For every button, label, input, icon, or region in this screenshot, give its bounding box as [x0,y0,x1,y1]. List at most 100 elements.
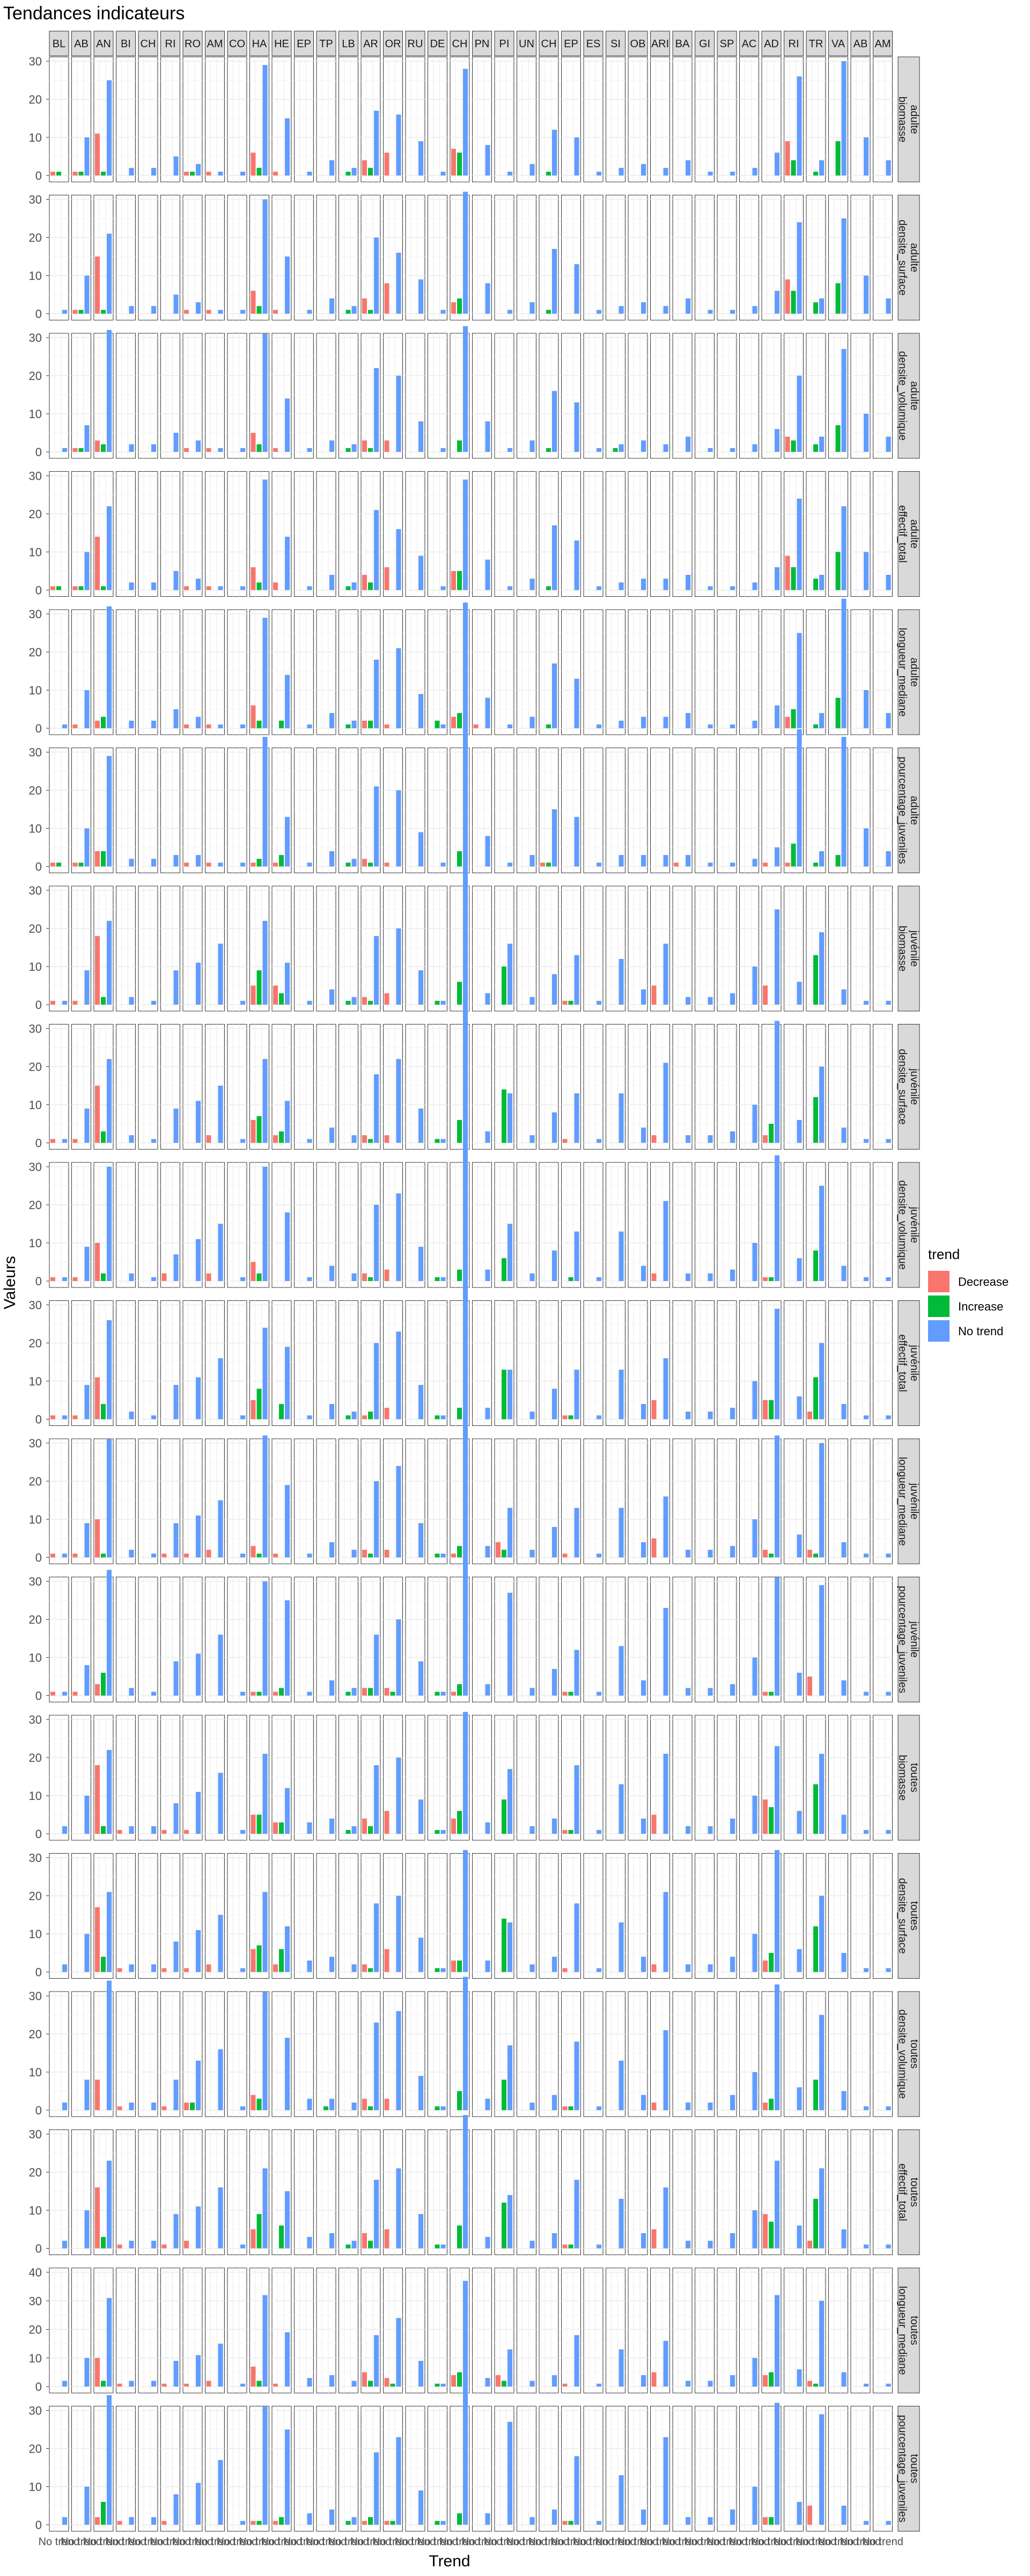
facet-panel [271,609,292,735]
facet-column-label: HE [274,38,289,50]
facet-panel [49,1300,69,1426]
panel-background [606,333,626,459]
panel-background [672,1024,693,1150]
facet-column-label: LB [342,38,355,50]
panel-background [428,471,447,597]
bar-no-trend [529,440,535,452]
bar-no-trend [775,909,779,1005]
bar-decrease [95,936,100,1005]
facet-panel [160,195,180,320]
bar-increase [256,582,262,590]
facet-panel [93,885,114,1012]
facet-row-stage: adulte [908,381,920,411]
bar-increase [568,1277,573,1281]
facet-panel [383,333,403,459]
facet-row-indicator: biomasse [896,926,908,972]
panel-background [717,885,737,1012]
y-tick-label: 0 [35,860,42,874]
facet-panel [360,195,381,320]
bar-no-trend [285,817,290,867]
bar-no-trend [463,326,468,452]
bar-decrease [72,724,78,728]
bar-no-trend [374,660,379,728]
bar-no-trend [418,141,423,175]
bar-no-trend [151,720,156,728]
facet-panel [294,1024,314,1150]
bar-no-trend [218,862,223,867]
bar-decrease [50,1000,55,1005]
bar-decrease [785,141,790,175]
panel-background [227,195,247,320]
bar-decrease [251,152,256,175]
panel-background [294,195,314,320]
bar-no-trend [485,836,490,867]
bar-no-trend [329,1128,334,1143]
facet-panel [717,748,737,873]
y-tick-label: 20 [29,1060,42,1074]
panel-background [672,748,693,873]
facet-panel [116,609,136,735]
facet-panel [561,1162,581,1288]
bar-no-trend [797,729,802,867]
bar-decrease [251,1262,256,1281]
bar-no-trend [597,171,601,175]
bar-no-trend [440,448,446,452]
bar-no-trend [329,160,334,175]
facet-panel [539,195,559,320]
bar-increase [835,855,841,867]
panel-background [695,333,715,459]
bar-no-trend [240,1277,245,1281]
facet-strip-top [828,31,848,56]
facet-strip-top [182,31,203,56]
bar-no-trend [507,586,512,590]
bar-no-trend [262,65,268,175]
panel-background [49,748,69,873]
bar-increase [546,171,551,175]
facet-panel [806,56,826,182]
bar-no-trend [218,943,223,1005]
bar-no-trend [196,1377,201,1419]
facet-panel [606,885,626,1012]
facet-column-label: AN [96,38,111,50]
y-tick-label: 0 [35,445,42,459]
facet-column-label: OR [385,38,401,50]
bar-increase [791,160,796,175]
bar-increase [256,859,262,867]
bar-decrease [50,1415,55,1419]
bar-decrease [72,586,78,590]
bar-increase [546,310,551,314]
bar-no-trend [663,306,668,314]
bar-increase [502,1258,506,1281]
panel-background [227,748,247,873]
facet-strip-top [695,31,715,56]
facet-panel [294,885,314,1012]
facet-panel [138,471,158,597]
bar-no-trend [641,855,646,867]
bar-increase [791,843,796,867]
facet-panel [160,56,180,182]
panel-background [517,333,536,459]
panel-background [583,609,604,735]
bar-increase [791,290,796,314]
bar-no-trend [84,275,90,314]
panel-background [116,1024,136,1150]
bar-no-trend [107,1320,112,1419]
facet-panel [517,1162,536,1288]
facet-panel [182,1024,203,1150]
bar-no-trend [262,737,268,867]
facet-column-label: HA [252,38,267,50]
bar-no-trend [84,1108,90,1143]
facet-panel [160,1300,180,1426]
bar-no-trend [663,167,668,175]
bar-decrease [540,862,545,867]
facet-panel [806,609,826,735]
bar-no-trend [240,448,245,452]
facet-panel [717,333,737,459]
facet-column-label: RI [165,38,176,50]
bar-increase [256,720,262,728]
bar-increase [256,970,262,1005]
facet-panel [405,609,425,735]
facet-panel [606,471,626,597]
facet-panel [160,1024,180,1150]
